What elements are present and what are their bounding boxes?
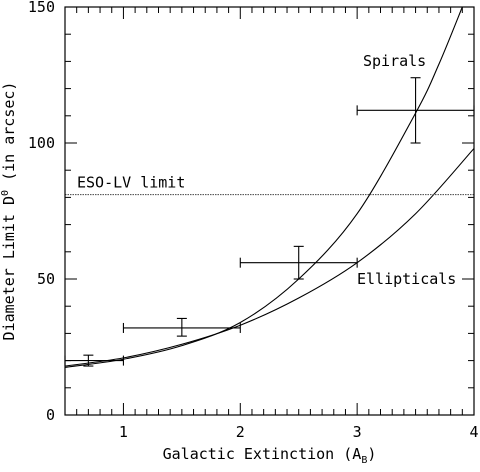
x-tick-label: 4 [469,423,478,441]
data-point-4 [356,77,475,144]
curves-layer [65,7,474,368]
plot-frame [64,6,475,416]
data-point-3 [239,245,358,280]
y-tick-label: 0 [46,406,55,424]
y-axis-title-main: Diameter Limit D [0,196,18,341]
x-axis-title-close: ) [367,445,376,463]
x-axis-title-subscript: B [361,455,367,466]
points-layer [64,77,475,367]
y-axis-title-rest: (in arcsec) [0,82,18,190]
y-tick-label: 150 [28,0,55,16]
x-tick-label: 3 [353,423,362,441]
y-axis-title: Diameter Limit D0 (in arcsec) [0,82,18,341]
y-axis-title-superscript: 0 [0,190,11,196]
series-label-spirals: Spirals [363,52,426,70]
data-point-2 [122,317,241,337]
x-axis-title-main: Galactic Extinction (A [163,445,362,463]
labels-layer: 1 2 3 4 0 50 100 150 [28,0,479,441]
series-label-ellipticals: Ellipticals [357,270,456,288]
x-tick-label: 1 [119,423,128,441]
reference-line-label: ESO-LV limit [77,174,185,192]
curve-ellipticals [65,148,474,367]
y-tick-label: 50 [37,270,55,288]
ticks-layer [65,6,475,416]
y-tick-label: 100 [28,134,55,152]
plot-border [64,6,475,416]
curve-spirals [65,7,463,368]
x-axis-title: Galactic Extinction (AB) [163,445,377,466]
x-tick-label: 2 [236,423,245,441]
